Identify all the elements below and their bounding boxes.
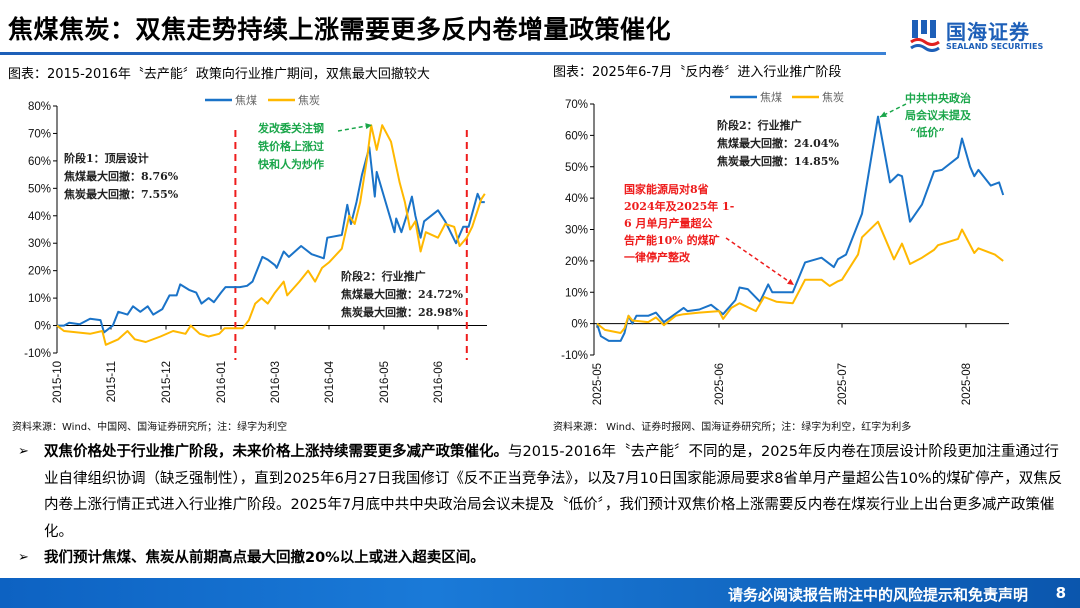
y-tick-label: 20% xyxy=(28,266,51,278)
y-tick-label: 20% xyxy=(565,256,588,268)
y-tick-label: 50% xyxy=(565,162,588,174)
annotation-line: “低价” xyxy=(910,126,945,139)
left-chart-source: 资料来源：Wind、中国网、国海证券研究所；注：绿字为利空 xyxy=(12,422,288,433)
annotation-line: 一律停产整改 xyxy=(624,251,690,264)
annotation-line: 焦炭最大回撤：14.85% xyxy=(717,155,839,168)
red-annotation-arrow-head xyxy=(787,278,794,285)
y-tick-label: 40% xyxy=(28,211,51,223)
right-chart: -10% 0% 10% 20% 30% 40% 50% 60% 70% 2025-05 2025-0… xyxy=(561,91,1009,405)
x-tick-label: 2016-05 xyxy=(379,361,391,403)
annotation-line: 阶段2：行业推广 xyxy=(717,119,802,132)
footer-bar: 请务必阅读报告附注中的风险提示和免责声明 8 xyxy=(0,578,1080,608)
left-stage2-annotation: 阶段2：行业推广 焦煤最大回撤：24.72% 焦炭最大回撤：28.98% xyxy=(341,268,463,322)
annotation-line: 阶段2：行业推广 xyxy=(341,270,426,283)
legend-label: 焦炭 xyxy=(298,94,320,107)
annotation-line: 国家能源局对8省 xyxy=(624,183,709,196)
left-chart-title: 图表：2015-2016年〝去产能〞政策向行业推广期间，双焦最大回撤较大 xyxy=(8,67,430,82)
x-tick-label: 2016-04 xyxy=(324,360,336,403)
bullet-1-bold: 双焦价格处于行业推广阶段，未来价格上涨持续需要更多减产政策催化。 xyxy=(44,444,508,460)
legend-label: 焦煤 xyxy=(235,94,257,107)
red-annotation-arrow xyxy=(725,237,795,286)
x-tick-label: 2015-10 xyxy=(52,361,64,403)
annotation-line: 焦煤最大回撤：24.72% xyxy=(341,288,463,301)
y-tick-label: 10% xyxy=(28,293,51,305)
bullet-arrow-icon: ➢ xyxy=(18,444,29,459)
annotation-line: 6 月单月产量超公 xyxy=(624,217,713,230)
x-tick-label: 2015-11 xyxy=(106,361,118,402)
right-stage2-annotation: 阶段2：行业推广 焦煤最大回撤：24.04% 焦炭最大回撤：14.85% xyxy=(717,117,839,171)
legend-label: 焦煤 xyxy=(760,91,782,104)
x-tick-label: 2015-12 xyxy=(161,361,173,403)
right-red-annotation: 国家能源局对8省 2024年及2025年 1- 6 月单月产量超公 告产能10%… xyxy=(624,181,734,266)
annotation-line: 阶段1：顶层设计 xyxy=(64,152,149,165)
y-tick-label: 50% xyxy=(28,183,51,195)
y-tick-label: 60% xyxy=(28,156,51,168)
sealand-logo-icon xyxy=(910,20,940,52)
x-tick-label: 2025-08 xyxy=(961,363,973,405)
y-tick-label: 30% xyxy=(565,225,588,237)
y-tick-label: 70% xyxy=(28,128,51,140)
right-green-annotation: 中共中央政治 局会议未提及 “低价” xyxy=(905,90,971,141)
title-divider xyxy=(0,52,886,55)
annotation-line: 中共中央政治 xyxy=(905,92,971,105)
series-line-焦炭 xyxy=(596,220,1004,334)
series-line-焦炭 xyxy=(56,124,486,346)
bullet-1: ➢ 双焦价格处于行业推广阶段，未来价格上涨持续需要更多减产政策催化。与2015-… xyxy=(18,439,1068,545)
annotation-line: 焦炭最大回撤：7.55% xyxy=(64,188,179,201)
series-line-焦煤 xyxy=(57,146,485,334)
y-tick-label: 30% xyxy=(28,238,51,250)
bullet-1-text: 与2015-2016年〝去产能〞不同的是，2025年反内卷在顶层设计阶段更加注重… xyxy=(44,444,1063,540)
annotation-line: 快和人为炒作 xyxy=(258,158,324,171)
bullet-2: ➢ 我们预计焦煤、焦炭从前期高点最大回撤20%以上或进入超卖区间。 xyxy=(18,545,1068,572)
series-line-焦煤 xyxy=(596,115,1005,342)
left-chart: -10% 0% 10% 20% 30% 40% 50% 60% 70% 80% 2015-10 201… xyxy=(24,94,487,403)
footer-disclaimer: 请务必阅读报告附注中的风险提示和免责声明 xyxy=(727,586,1028,604)
page-title: 焦煤焦炭：双焦走势持续上涨需要更多反内卷增量政策催化 xyxy=(8,15,672,44)
sealand-logo: 国海证券 SEALAND SECURITIES xyxy=(910,14,1070,58)
annotation-line: 焦煤最大回撤：8.76% xyxy=(64,170,179,183)
annotation-line: 铁价格上涨过 xyxy=(258,140,324,153)
y-tick-label: 10% xyxy=(565,287,588,299)
y-tick-label: 60% xyxy=(565,130,588,142)
y-tick-label: -10% xyxy=(561,350,588,362)
logo-text-en: SEALAND SECURITIES xyxy=(946,42,1044,51)
annotation-line: 局会议未提及 xyxy=(905,109,971,122)
logo-text-cn: 国海证券 xyxy=(946,20,1030,44)
annotation-line: 焦炭最大回撤：28.98% xyxy=(341,306,463,319)
annotation-line: 焦煤最大回撤：24.04% xyxy=(717,137,839,150)
x-tick-label: 2016-03 xyxy=(270,361,282,403)
bullet-arrow-icon: ➢ xyxy=(18,550,29,565)
annotation-line: 告产能10% 的煤矿 xyxy=(624,234,720,247)
x-tick-label: 2025-06 xyxy=(714,363,726,405)
left-stage1-annotation: 阶段1：顶层设计 焦煤最大回撤：8.76% 焦炭最大回撤：7.55% xyxy=(64,150,178,204)
right-chart-title: 图表：2025年6-7月〝反内卷〞进入行业推广阶段 xyxy=(553,65,842,80)
y-tick-label: -10% xyxy=(24,348,51,360)
y-tick-label: 40% xyxy=(565,193,588,205)
green-annotation-arrow-head xyxy=(365,123,372,130)
annotation-line: 发改委关注钢 xyxy=(258,122,324,135)
x-tick-label: 2025-05 xyxy=(592,363,604,405)
y-tick-label: 80% xyxy=(28,101,51,113)
y-tick-label: 0% xyxy=(34,321,51,333)
right-chart-source: 资料来源： Wind、证券时报网、国海证券研究所；注：绿字为利空，红字为利多 xyxy=(553,422,912,433)
y-tick-label: 70% xyxy=(565,99,588,111)
left-green-annotation: 发改委关注钢 铁价格上涨过 快和人为炒作 xyxy=(258,120,324,174)
annotation-line: 2024年及2025年 1- xyxy=(624,200,735,213)
y-tick-label: 0% xyxy=(571,319,588,331)
bullet-2-bold: 我们预计焦煤、焦炭从前期高点最大回撤20%以上或进入超卖区间。 xyxy=(44,550,485,566)
x-tick-label: 2016-06 xyxy=(433,361,445,403)
legend-label: 焦炭 xyxy=(822,91,844,104)
green-annotation-arrow-head xyxy=(880,111,887,117)
x-tick-label: 2016-01 xyxy=(216,361,228,403)
x-tick-label: 2025-07 xyxy=(837,363,849,405)
page-number: 8 xyxy=(1055,584,1066,602)
